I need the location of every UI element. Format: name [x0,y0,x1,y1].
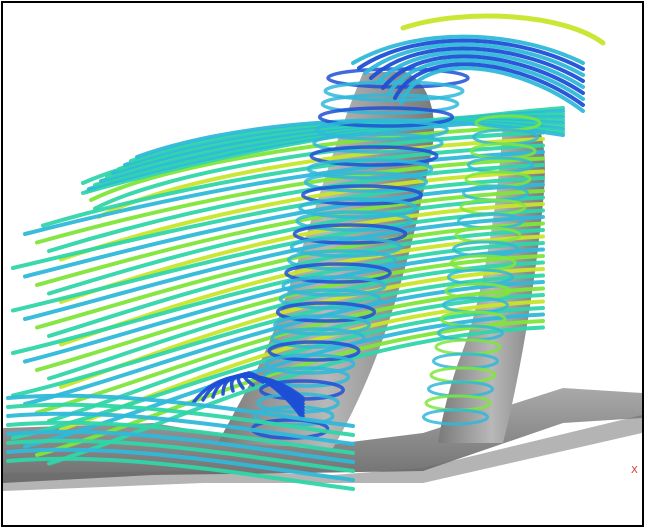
streamline [23,280,545,406]
streamline [375,50,585,89]
vortex-ring [278,288,382,310]
streamline [23,247,545,364]
vortex-ring [301,184,423,206]
ground-plane [3,388,642,483]
streamline [23,312,545,449]
streamline-group [6,13,606,491]
vortex-ring [270,327,366,349]
streamline [6,456,355,491]
vortex-ring [309,145,439,167]
vortex-ring [312,132,444,154]
streamline [23,150,545,236]
streamline [400,13,606,46]
vortex-ring [292,223,408,245]
vortex-ring [284,262,392,284]
streamline [369,46,585,83]
streamline [11,176,545,270]
vortex-ring [422,408,489,426]
streamline [35,254,545,372]
vortex-ring [273,314,371,336]
streamline [6,438,355,473]
vortex-ring [295,210,413,232]
streamline [6,429,355,464]
ground-shadow [3,415,642,491]
streamline [6,393,355,428]
streamline [11,241,545,355]
streamline [47,195,545,296]
streamline [6,402,355,437]
streamline [387,58,585,101]
streamline [135,118,565,159]
streamline [23,182,545,279]
vortex-ring [320,93,460,115]
streamline [363,42,585,77]
vortex-ring [287,249,397,271]
vortex-ring [323,80,465,102]
streamline [47,325,545,466]
vortex-ring [267,340,361,362]
axis-x-label: X [631,465,638,476]
vortex-ring [315,119,449,141]
vortex-ring [275,301,377,323]
vortex-ring [317,106,455,128]
streamline [35,189,545,287]
streamline [35,221,545,330]
streamline [393,62,585,107]
streamline [47,260,545,381]
streamline [23,215,545,321]
vortex-ring [289,236,403,258]
streamline [381,54,585,95]
streamline [41,143,545,228]
streamline [47,163,545,253]
vortex-ring [303,171,429,193]
streamline [11,208,545,313]
streamline [6,447,355,482]
streamline-scene[interactable] [3,3,642,525]
streamline [6,420,355,455]
vortex-ring [306,158,434,180]
vortex-ring [264,353,356,375]
streamline [357,38,585,71]
vortex-ring [281,275,387,297]
streamline [6,411,355,446]
streamline [35,156,545,245]
streamline [93,130,545,211]
streamline [351,34,585,65]
streamline [11,306,545,440]
streamline [399,66,585,113]
streamline [246,371,305,421]
streamline [89,124,545,202]
vortex-ring [298,197,418,219]
